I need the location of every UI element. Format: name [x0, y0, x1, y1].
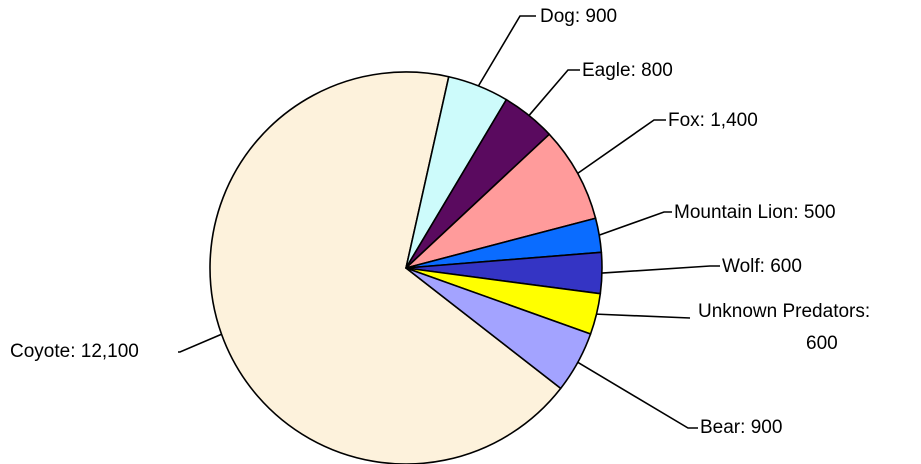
pie-slice-bear — [405, 267, 592, 390]
data-label-unknown-predators-line-1: Unknown Predators: — [698, 301, 870, 322]
data-label-unknown-predators-line-2: 600 — [806, 333, 838, 354]
data-label-eagle: Eagle: 800 — [582, 60, 673, 81]
leader-line-eagle — [528, 69, 580, 116]
pie-slice-fox — [405, 133, 597, 269]
leader-lines — [178, 15, 720, 429]
data-label-coyote: Coyote: 12,100 — [10, 341, 139, 362]
leader-line-bear — [577, 361, 698, 429]
data-label-dog: Dog: 900 — [540, 6, 617, 27]
data-label-wolf: Wolf: 600 — [722, 256, 802, 277]
leader-line-mountain-lion — [598, 211, 672, 236]
data-label-bear: Bear: 900 — [700, 417, 782, 438]
data-labels: Coyote: 12,100 Dog: 900 Eagle: 800 Fox: 1,4… — [10, 6, 870, 438]
data-label-mountain-lion: Mountain Lion: 500 — [674, 202, 836, 223]
leader-line-wolf — [601, 265, 720, 274]
pie-slices — [209, 71, 603, 464]
leader-line-coyote — [178, 333, 222, 353]
leader-line-fox — [577, 119, 666, 175]
leader-line-unknown-predators — [596, 313, 691, 319]
leader-line-dog — [477, 15, 536, 87]
pie-slice-coyote — [209, 71, 562, 464]
data-label-fox: Fox: 1,400 — [668, 110, 758, 131]
